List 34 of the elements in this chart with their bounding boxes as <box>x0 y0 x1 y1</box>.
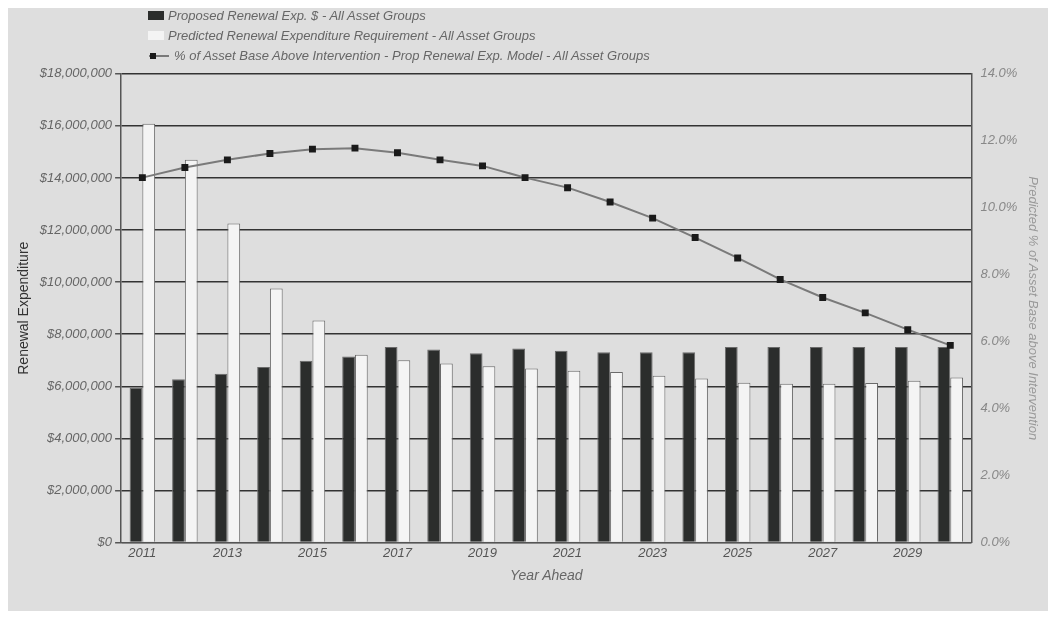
x-axis-title: Year Ahead <box>509 567 584 584</box>
x-tick-label: 2027 <box>807 545 838 561</box>
x-tick-label: 2017 <box>382 545 413 561</box>
y-tick-label: $4,000,000 <box>46 430 113 446</box>
y2-tick-label: 8.0% <box>980 266 1011 282</box>
x-tick-label: 2015 <box>296 545 328 561</box>
y2-tick-label: 0.0% <box>980 534 1011 550</box>
x-tick-label: 2029 <box>892 545 923 561</box>
y-tick-label: $10,000,000 <box>38 273 113 289</box>
y-tick-label: $0 <box>96 534 113 550</box>
y-tick-label: $8,000,000 <box>46 325 113 341</box>
y-tick-label: $6,000,000 <box>46 377 113 393</box>
y-tick-label: $14,000,000 <box>38 169 113 185</box>
y2-tick-label: 12.0% <box>980 132 1018 148</box>
y2-tick-label: 14.0% <box>980 65 1018 81</box>
x-tick-label: 2023 <box>637 545 668 561</box>
y-tick-label: $2,000,000 <box>46 482 113 498</box>
y2-tick-label: 4.0% <box>980 400 1011 416</box>
legend-label: Proposed Renewal Exp. $ - All Asset Groups <box>168 8 426 23</box>
x-tick-label: 2025 <box>722 545 753 561</box>
y2-tick-label: 2.0% <box>979 467 1011 483</box>
legend-label: % of Asset Base Above Intervention - Prop Renewal Exp. Model - All Asset Groups <box>174 48 650 63</box>
y-tick-label: $12,000,000 <box>38 221 113 237</box>
x-tick-label: 2011 <box>127 545 157 561</box>
x-tick-label: 2019 <box>467 545 497 561</box>
y2-tick-label: 10.0% <box>980 199 1018 215</box>
y2-axis-title: Predicted % of Asset Base above Intervention <box>1025 176 1041 441</box>
y-tick-label: $16,000,000 <box>38 117 113 133</box>
y2-tick-label: 6.0% <box>980 333 1011 349</box>
x-tick-label: 2013 <box>211 545 243 561</box>
legend-label: Predicted Renewal Expenditure Requirement - All Asset Groups <box>168 28 536 43</box>
x-tick-label: 2021 <box>552 545 583 561</box>
y-axis-title: Renewal Expenditure <box>15 241 32 375</box>
y-tick-label: $18,000,000 <box>38 65 113 81</box>
